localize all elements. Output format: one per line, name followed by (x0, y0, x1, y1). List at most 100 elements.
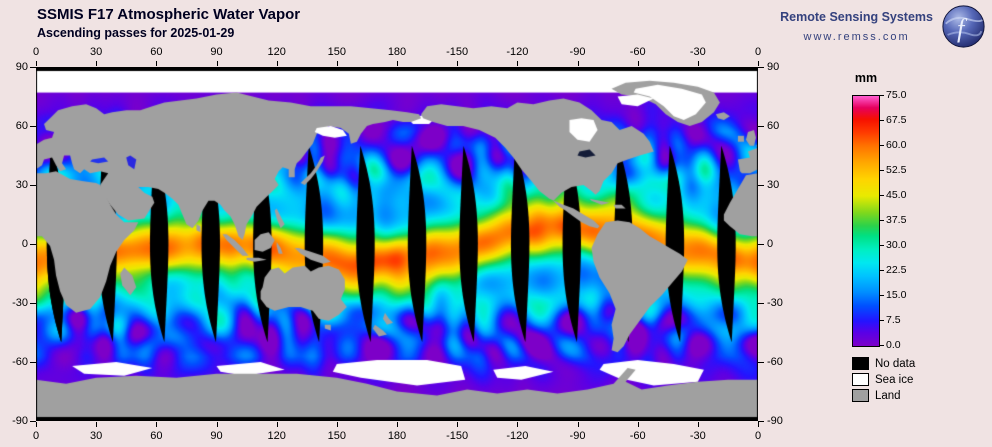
lat-tick-mark-right (758, 126, 764, 127)
colorbar-tick-label: 30.0 (886, 239, 907, 251)
brand-url: www.remss.com (803, 31, 910, 43)
lon-tick-mark-bottom (336, 422, 338, 427)
colorbar-tick-mark (880, 95, 884, 96)
lat-tick-label-right: 90 (767, 61, 780, 73)
lat-tick-mark-right (758, 244, 764, 245)
colorbar-tick-label: 7.5 (886, 314, 901, 326)
lon-tick-mark-top (96, 61, 98, 66)
colorbar-tick-label: 75.0 (886, 89, 907, 101)
lon-tick-mark-top (517, 61, 519, 66)
lon-tick-mark-bottom (577, 422, 579, 427)
legend-label: Sea ice (875, 373, 914, 386)
branding-text: Remote Sensing Systems www.remss.com (780, 4, 933, 43)
lon-tick-label-top: 90 (210, 46, 223, 58)
legend-swatch-no-data (852, 357, 869, 370)
colorbar-tick-label: 22.5 (886, 264, 907, 276)
colorbar-tick-label: 0.0 (886, 339, 901, 351)
lon-tick-mark-bottom (96, 422, 98, 427)
lat-tick-mark-left (30, 362, 36, 363)
lon-tick-label-top: -120 (506, 46, 529, 58)
lat-tick-label-left: 30 (15, 179, 28, 191)
lon-tick-label-top: 60 (150, 46, 163, 58)
colorbar-tick-mark (880, 195, 884, 196)
lat-tick-label-right: -60 (767, 356, 783, 368)
lat-tick-mark-left (30, 303, 36, 304)
lat-tick-mark-left (30, 244, 36, 245)
lon-tick-mark-top (577, 61, 579, 66)
colorbar-tick-label: 45.0 (886, 189, 907, 201)
globe-logo-icon: f (942, 5, 985, 48)
lat-tick-label-right: 60 (767, 120, 780, 132)
page-subtitle: Ascending passes for 2025-01-29 (37, 26, 235, 40)
branding-block: Remote Sensing Systems www.remss.com f (780, 4, 986, 49)
lon-tick-mark-top (457, 61, 459, 66)
lat-tick-label-right: 0 (767, 238, 774, 250)
lon-tick-label-bottom: 0 (32, 430, 40, 442)
lon-tick-mark-top (637, 61, 639, 66)
lon-tick-mark-top (216, 61, 218, 66)
lon-tick-label-bottom: 180 (387, 430, 407, 442)
lon-tick-mark-top (697, 61, 699, 66)
lon-tick-mark-top (36, 61, 37, 66)
lon-tick-mark-bottom (637, 422, 639, 427)
lon-tick-mark-bottom (276, 422, 278, 427)
lat-tick-label-left: 0 (21, 238, 28, 250)
colorbar-tick-mark (880, 145, 884, 146)
lon-tick-label-bottom: 150 (327, 430, 346, 442)
lat-tick-mark-right (758, 67, 764, 68)
lon-tick-label-bottom: 120 (267, 430, 286, 442)
lat-tick-label-left: -60 (12, 356, 28, 368)
lat-tick-mark-left (30, 421, 36, 422)
lon-tick-label-top: 150 (327, 46, 346, 58)
legend-label: No data (875, 357, 916, 370)
lon-tick-mark-top (156, 61, 158, 66)
legend-item: No data (852, 357, 915, 370)
colorbar-unit-label: mm (854, 71, 878, 85)
lat-tick-mark-left (30, 126, 36, 127)
lon-tick-label-top: 0 (32, 46, 40, 58)
lon-tick-mark-top (276, 61, 278, 66)
colorbar-tick-mark (880, 270, 884, 271)
lat-tick-label-left: 60 (15, 120, 28, 132)
lon-tick-label-top: -150 (446, 46, 469, 58)
legend-swatch-land (852, 389, 869, 402)
lon-tick-mark-top (397, 61, 398, 66)
lon-tick-label-top: -60 (629, 46, 646, 58)
lon-tick-label-bottom: 0 (754, 430, 762, 442)
lon-tick-label-bottom: -30 (689, 430, 706, 442)
lat-tick-label-right: -30 (767, 297, 783, 309)
lon-tick-label-bottom: 90 (210, 430, 223, 442)
legend-item: Sea ice (852, 373, 913, 386)
lat-tick-mark-left (30, 185, 36, 186)
lon-tick-label-top: -90 (569, 46, 586, 58)
lon-tick-mark-bottom (216, 422, 218, 427)
lon-tick-mark-bottom (36, 422, 37, 427)
lat-tick-label-left: 90 (15, 61, 28, 73)
lon-tick-mark-bottom (457, 422, 459, 427)
legend-swatch-sea-ice (852, 373, 869, 386)
lon-tick-label-bottom: -120 (506, 430, 529, 442)
lon-tick-mark-top (758, 61, 759, 66)
lat-tick-label-left: -90 (12, 415, 28, 427)
svg-text:f: f (957, 14, 968, 43)
colorbar-tick-mark (880, 170, 884, 171)
lon-tick-mark-top (336, 61, 338, 66)
lon-tick-mark-bottom (697, 422, 699, 427)
colorbar-tick-mark (880, 320, 884, 321)
colorbar-tick-mark (880, 220, 884, 221)
lon-tick-label-bottom: -60 (629, 430, 646, 442)
colorbar-tick-label: 52.5 (886, 164, 907, 176)
lon-tick-label-top: 180 (387, 46, 407, 58)
colorbar-tick-label: 15.0 (886, 289, 907, 301)
world-water-vapor-map (36, 67, 758, 421)
lat-tick-mark-right (758, 303, 764, 304)
lat-tick-mark-right (758, 185, 764, 186)
legend-item: Land (852, 389, 901, 402)
lon-tick-mark-bottom (397, 422, 398, 427)
lat-tick-label-right: 30 (767, 179, 780, 191)
lon-tick-mark-bottom (517, 422, 519, 427)
page-title: SSMIS F17 Atmospheric Water Vapor (37, 6, 301, 23)
colorbar-tick-label: 60.0 (886, 139, 907, 151)
lon-tick-label-bottom: -90 (569, 430, 586, 442)
